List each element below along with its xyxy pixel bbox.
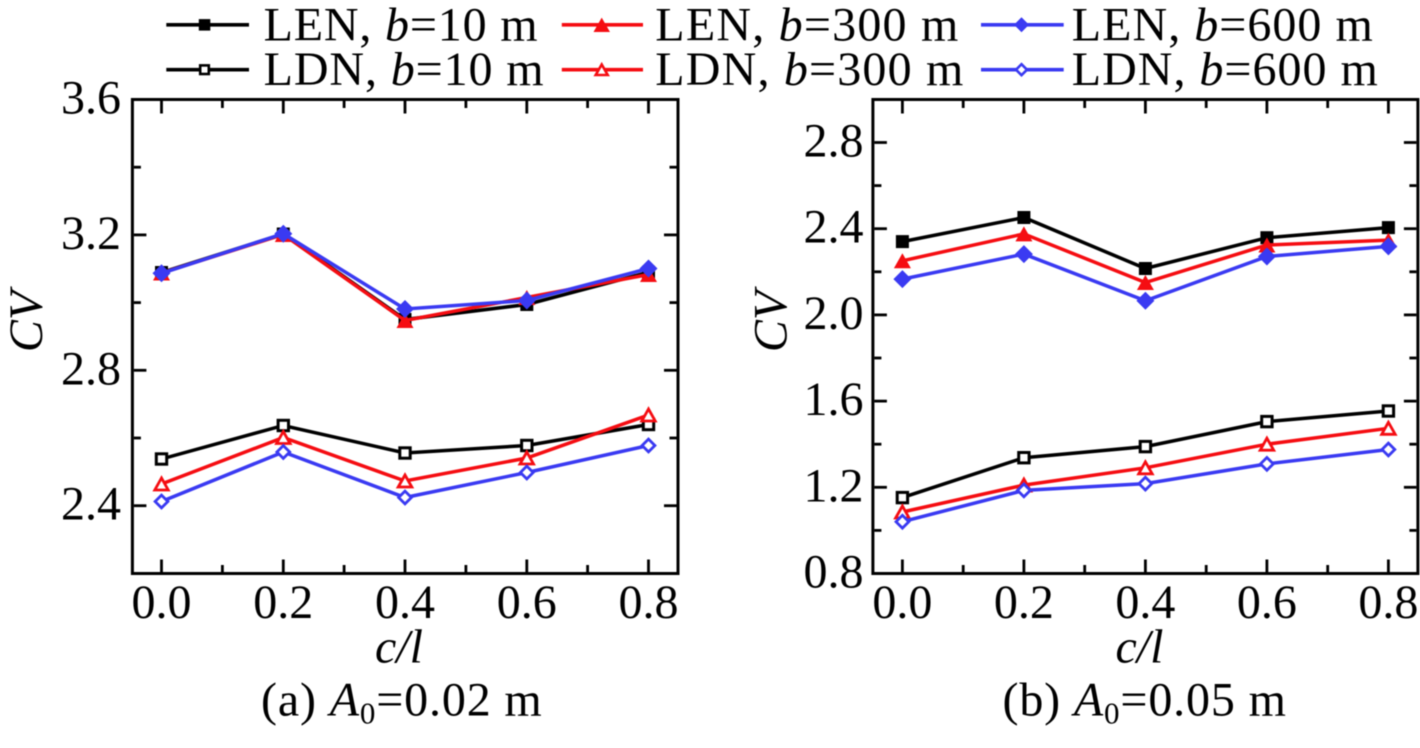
svg-text:0.0: 0.0 (132, 576, 192, 629)
svg-text:1.6: 1.6 (804, 373, 864, 426)
svg-text:c/l: c/l (1116, 621, 1164, 674)
svg-text:2.8: 2.8 (804, 115, 864, 168)
svg-text:(b) A0=0.05 m: (b) A0=0.05 m (1003, 674, 1287, 731)
svg-text:3.2: 3.2 (61, 207, 121, 260)
svg-text:LDN, b=10 m: LDN, b=10 m (264, 43, 544, 96)
svg-text:LEN, b=10 m: LEN, b=10 m (264, 0, 538, 51)
svg-text:0.6: 0.6 (497, 576, 557, 629)
svg-text:2.4: 2.4 (61, 478, 121, 531)
svg-text:0.8: 0.8 (1358, 576, 1418, 629)
svg-text:0.2: 0.2 (994, 576, 1054, 629)
svg-text:LEN, b=600 m: LEN, b=600 m (1072, 0, 1373, 51)
svg-text:LDN, b=300 m: LDN, b=300 m (655, 43, 963, 96)
svg-text:(a) A0=0.02 m: (a) A0=0.02 m (261, 674, 543, 731)
svg-text:c/l: c/l (375, 621, 423, 674)
svg-text:0.2: 0.2 (253, 576, 313, 629)
svg-text:2.4: 2.4 (804, 201, 864, 254)
svg-text:2.8: 2.8 (61, 342, 121, 395)
svg-text:0.4: 0.4 (1115, 576, 1175, 629)
svg-text:0.4: 0.4 (375, 576, 435, 629)
svg-text:CV: CV (745, 286, 798, 352)
svg-text:0.8: 0.8 (804, 546, 864, 599)
svg-text:3.6: 3.6 (61, 72, 121, 125)
svg-text:0.8: 0.8 (619, 576, 679, 629)
svg-text:0.6: 0.6 (1237, 576, 1297, 629)
svg-text:LEN, b=300 m: LEN, b=300 m (655, 0, 958, 51)
svg-text:0.0: 0.0 (872, 576, 932, 629)
svg-text:CV: CV (0, 286, 53, 352)
svg-text:LDN, b=600 m: LDN, b=600 m (1072, 43, 1378, 96)
svg-text:2.0: 2.0 (804, 287, 864, 340)
svg-text:1.2: 1.2 (804, 459, 864, 512)
